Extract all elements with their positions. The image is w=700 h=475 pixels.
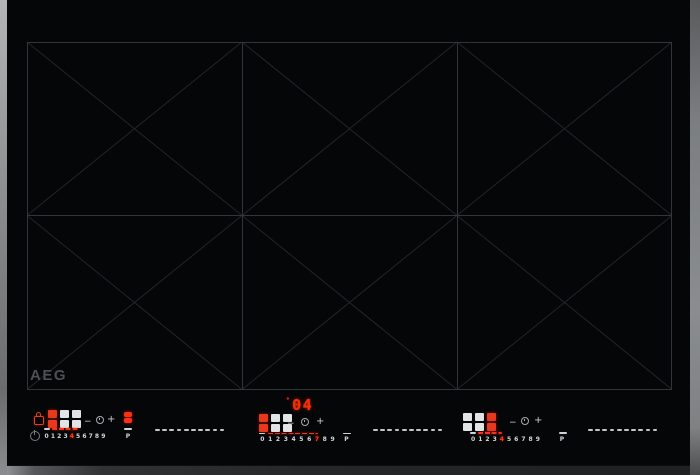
level-key[interactable]: 5 [299,436,304,443]
level-key[interactable]: 9 [535,436,540,443]
level-key[interactable]: 0 [471,436,476,443]
power-level-scale-right[interactable]: 0 1 2 3 4 5 6 7 8 9 [470,436,542,443]
level-bar-center [267,432,318,435]
level-key[interactable]: 0 [44,433,49,440]
timer-icon-left[interactable] [96,416,104,424]
touch-slider-right[interactable] [588,429,658,431]
timer-icon-right[interactable] [521,417,529,425]
level-key[interactable]: 7 [88,433,93,440]
timer-plus-button-right[interactable]: + [534,415,543,426]
power-boost-key-right[interactable]: P [559,436,565,443]
level-key[interactable]: 5 [506,436,512,443]
level-key[interactable]: 1 [478,436,483,443]
timer-plus-button-center[interactable]: + [316,416,325,427]
level-key[interactable]: 7 [521,436,526,443]
level-key[interactable]: 1 [50,433,56,440]
p-mark-center [342,432,351,435]
level-bar-right [478,432,502,434]
level-key-selected[interactable]: 4 [499,436,504,443]
power-level-scale-left[interactable]: 0 1 2 3 4 5 6 7 8 9 [44,433,107,440]
power-level-scale-center[interactable]: 0 1 2 3 4 5 6 7 8 9 [259,436,337,443]
level-zero-mark-right [470,432,476,434]
timer-degree-dot: ° [286,397,292,404]
level-key[interactable]: 4 [291,436,296,443]
right-bezel [690,0,700,475]
touch-slider-center[interactable] [373,429,443,431]
level-key[interactable]: 3 [492,436,497,443]
touch-slider-left[interactable] [155,429,225,431]
level-key[interactable]: 8 [94,433,100,440]
zone-indicator-grid-center [259,414,292,432]
timer-display: °04 [286,396,313,414]
level-key[interactable]: 5 [76,433,81,440]
timer-plus-button-left[interactable]: + [107,414,116,425]
bottom-bezel [7,465,690,475]
brand-logo: AEG [30,367,68,384]
level-zero-mark-left [43,428,50,430]
timer-minus-button-left[interactable]: − [84,417,92,427]
power-icon[interactable] [30,430,40,441]
level-key[interactable]: 2 [57,433,62,440]
power-boost-key-left[interactable]: P [125,433,131,440]
level-bar-left [51,428,79,430]
level-key[interactable]: 6 [82,433,87,440]
level-key-selected[interactable]: 4 [69,433,74,440]
p-mark-right [558,432,567,434]
level-key[interactable]: 3 [63,433,68,440]
power-boost-key-center[interactable]: P [344,436,349,443]
left-bezel [0,0,7,475]
zone-indicator-grid-right [463,413,496,431]
timer-minus-button-center[interactable]: − [287,419,295,429]
p-mark-left [123,428,132,430]
level-key[interactable]: 8 [322,436,327,443]
level-key[interactable]: 0 [260,436,265,443]
zone-indicator-grid-left [48,410,81,428]
timer-minus-button-right[interactable]: − [509,418,517,428]
level-key[interactable]: 6 [307,436,312,443]
level-key[interactable]: 8 [528,436,533,443]
level-key[interactable]: 9 [330,436,335,443]
level-key[interactable]: 1 [268,436,273,443]
level-zero-mark-center [259,432,265,435]
timer-icon-center[interactable] [301,418,309,426]
timer-value: 04 [292,396,314,414]
level-key[interactable]: 2 [275,436,281,443]
level-key[interactable]: 6 [514,436,519,443]
active-function-indicator [124,412,132,425]
level-key[interactable]: 9 [101,433,106,440]
child-lock-icon[interactable] [33,412,44,425]
level-key-selected[interactable]: 7 [314,436,320,443]
level-key[interactable]: 2 [485,436,490,443]
level-key[interactable]: 3 [283,436,288,443]
